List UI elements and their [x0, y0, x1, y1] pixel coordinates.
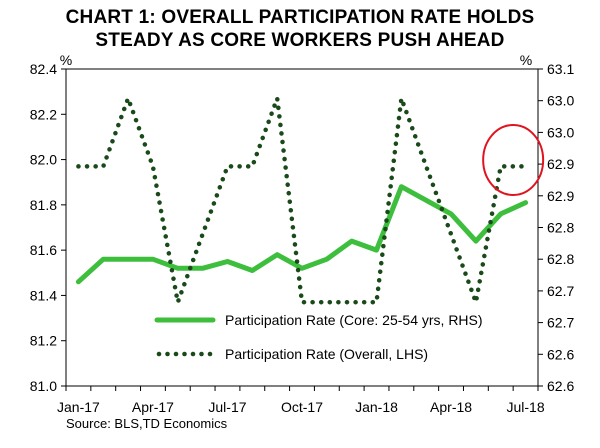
plot-frame: [65, 68, 539, 387]
right-axis-tick-label: 63.0: [547, 124, 574, 140]
legend-dot: [156, 351, 162, 357]
left-axis-tick-label: 81.4: [30, 287, 57, 303]
axes-layer: 81.0 81.2 81.4 81.6 81.8 82.0 82.2 82.4 62.6 62.6…: [30, 61, 575, 415]
right-axis-tick-label: 62.7: [547, 283, 574, 299]
x-axis-tick-label: Apr-17: [132, 399, 174, 415]
x-axis-tick-label: Jan-17: [57, 399, 100, 415]
chart-title-line-2: STEADY AS CORE WORKERS PUSH AHEAD: [95, 30, 505, 51]
legend-dot: [199, 351, 204, 357]
series-line-overall: [76, 96, 528, 305]
legend-label-core: Participation Rate (Core: 25-54 yrs, RHS…: [225, 312, 483, 328]
left-axis-tick-label: 81.6: [30, 242, 57, 258]
left-axis-tick-label: 82.0: [30, 152, 57, 168]
right-axis-tick-label: 62.8: [547, 220, 574, 236]
left-axis-tick-label: 81.2: [30, 333, 57, 349]
legend-dot: [165, 351, 170, 357]
right-axis-unit: %: [520, 52, 532, 68]
right-axis-tick-label: 62.7: [547, 315, 574, 331]
x-axis-tick-label: Jul-18: [507, 399, 545, 415]
right-axis-tick-label: 62.6: [547, 378, 574, 394]
right-axis-tick-label: 62.8: [547, 251, 574, 267]
legend-swatch-overall: [156, 351, 213, 357]
legend-label-overall: Participation Rate (Overall, LHS): [225, 346, 428, 362]
left-axis-tick-label: 81.8: [30, 197, 57, 213]
right-axis-tick-label: 63.0: [547, 93, 574, 109]
x-axis-tick-label: Oct-17: [281, 399, 323, 415]
legend-dot: [207, 351, 213, 357]
left-axis-unit: %: [60, 52, 72, 68]
legend-dot: [173, 351, 179, 357]
right-axis-tick-label: 62.6: [547, 346, 574, 362]
source-note: Source: BLS,TD Economics: [66, 416, 228, 431]
right-axis-tick-label: 62.9: [547, 156, 574, 172]
right-axis-tick-label: 63.1: [547, 61, 574, 77]
plot-area-border: [65, 68, 539, 387]
series-layer: [75, 96, 529, 305]
left-axis-tick-label: 81.0: [30, 378, 57, 394]
right-axis-tick-label: 62.9: [547, 188, 574, 204]
x-axis-tick-label: Jul-17: [208, 399, 246, 415]
legend: Participation Rate (Core: 25-54 yrs, RHS…: [154, 312, 483, 362]
series-line-core: [75, 184, 529, 285]
x-axis-tick-label: Jan-18: [355, 399, 398, 415]
chart-title-line-1: CHART 1: OVERALL PARTICIPATION RATE HOLD…: [65, 7, 535, 28]
legend-dot: [190, 351, 196, 357]
highlight-circle-annotation: [482, 124, 545, 196]
left-axis-tick-label: 82.4: [30, 61, 57, 77]
legend-dot: [182, 351, 187, 357]
left-axis-tick-label: 82.2: [30, 106, 57, 122]
x-axis-tick-label: Apr-18: [430, 399, 472, 415]
